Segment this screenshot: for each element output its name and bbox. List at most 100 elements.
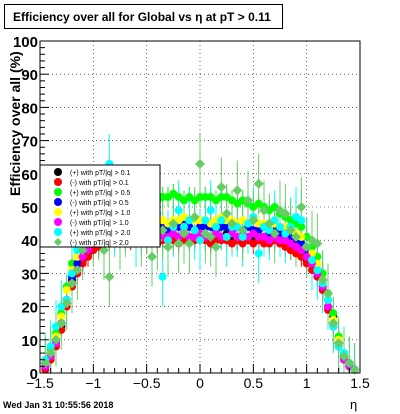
legend-label: (-) with pT/|q| > 0.5: [70, 200, 129, 207]
data-point: [84, 246, 92, 255]
data-point: [56, 318, 67, 329]
legend-marker: [54, 188, 62, 196]
x-tick-label: 1: [303, 375, 311, 391]
y-tick-label: 40: [21, 233, 38, 250]
data-point: [168, 218, 179, 229]
data-point: [324, 295, 332, 304]
legend-label: (+) with pT/|q| > 2.0: [70, 230, 131, 237]
data-point: [205, 231, 216, 242]
data-point: [232, 185, 243, 196]
legend-label: (-) with pT/|q| > 2.0: [70, 240, 129, 247]
chart-title: Efficiency over all for Global vs η at p…: [4, 4, 283, 29]
legend-label: (-) with pT/|q| > 0.1: [70, 180, 129, 187]
legend-marker: [54, 208, 62, 216]
data-point: [238, 232, 247, 241]
data-point: [216, 182, 227, 193]
y-axis-label: Efficiency over all (%): [7, 51, 23, 196]
x-tick-label: 0: [196, 375, 204, 391]
data-point: [104, 271, 115, 282]
data-point: [254, 249, 263, 258]
data-point: [180, 222, 188, 231]
data-point: [324, 302, 332, 311]
data-point: [222, 232, 231, 241]
data-point: [248, 215, 259, 226]
data-point: [339, 351, 349, 362]
x-tick-label: −1.5: [26, 375, 54, 391]
data-point: [174, 206, 183, 215]
data-point: [206, 206, 215, 215]
data-point: [62, 286, 71, 294]
data-point: [243, 195, 253, 206]
data-point: [212, 222, 220, 231]
data-point: [297, 232, 306, 241]
legend-marker: [54, 168, 62, 176]
data-point: [164, 236, 172, 245]
data-point: [189, 211, 200, 222]
x-tick-label: −0.5: [133, 375, 161, 391]
data-point: [323, 288, 333, 299]
y-tick-label: 30: [21, 266, 38, 283]
data-point: [313, 266, 322, 275]
data-point: [333, 338, 344, 349]
data-point: [329, 309, 338, 318]
data-point: [45, 348, 56, 359]
y-tick-label: 70: [21, 134, 38, 151]
legend-label: (+) with pT/|q| > 1.0: [70, 210, 131, 217]
data-point: [196, 236, 204, 245]
data-point: [296, 202, 307, 212]
legend-marker: [54, 228, 62, 236]
y-tick-label: 20: [21, 300, 38, 317]
data-point: [61, 298, 72, 309]
y-tick-label: 100: [13, 34, 38, 51]
data-point: [308, 256, 316, 265]
data-point: [217, 216, 226, 225]
data-point: [73, 246, 82, 255]
data-point: [328, 318, 339, 329]
data-point: [344, 358, 355, 369]
x-axis-label: η: [350, 397, 358, 412]
data-point: [40, 358, 51, 369]
data-point: [227, 218, 237, 229]
data-point: [301, 241, 312, 252]
data-point: [285, 225, 296, 236]
legend-marker: [54, 178, 62, 186]
data-point: [184, 238, 195, 249]
legend-marker: [54, 198, 62, 206]
data-point: [72, 265, 83, 276]
data-point: [280, 208, 291, 219]
data-point: [291, 231, 301, 242]
data-point: [297, 216, 306, 225]
data-point: [147, 251, 157, 262]
y-tick-label: 10: [21, 333, 38, 350]
data-point: [77, 245, 88, 256]
y-tick-label: 80: [21, 100, 38, 117]
data-point: [57, 312, 66, 321]
y-tick-label: 50: [21, 200, 38, 217]
data-point: [297, 222, 306, 231]
data-point: [46, 342, 55, 351]
data-point: [163, 241, 173, 252]
legend-marker: [54, 218, 62, 226]
data-point: [190, 226, 199, 235]
data-point: [99, 245, 109, 256]
data-point: [78, 252, 87, 261]
data-point: [67, 278, 77, 289]
legend-label: (+) with pT/|q| > 0.5: [70, 190, 131, 197]
data-point: [349, 364, 360, 375]
data-point: [179, 228, 189, 239]
data-point: [312, 238, 323, 249]
data-point: [259, 205, 269, 216]
x-tick-label: 1.5: [350, 375, 370, 391]
x-tick-label: 0.5: [244, 375, 264, 391]
legend-marker: [54, 238, 62, 246]
timestamp: Wed Jan 31 10:55:56 2018: [3, 400, 114, 410]
data-point: [201, 216, 210, 225]
data-point: [269, 228, 280, 239]
data-point: [221, 208, 232, 219]
data-point: [264, 218, 275, 229]
data-point: [195, 158, 205, 169]
data-point: [73, 259, 82, 268]
data-point: [253, 178, 264, 189]
x-tick-label: −1: [85, 375, 101, 391]
y-tick-label: 60: [21, 167, 38, 184]
